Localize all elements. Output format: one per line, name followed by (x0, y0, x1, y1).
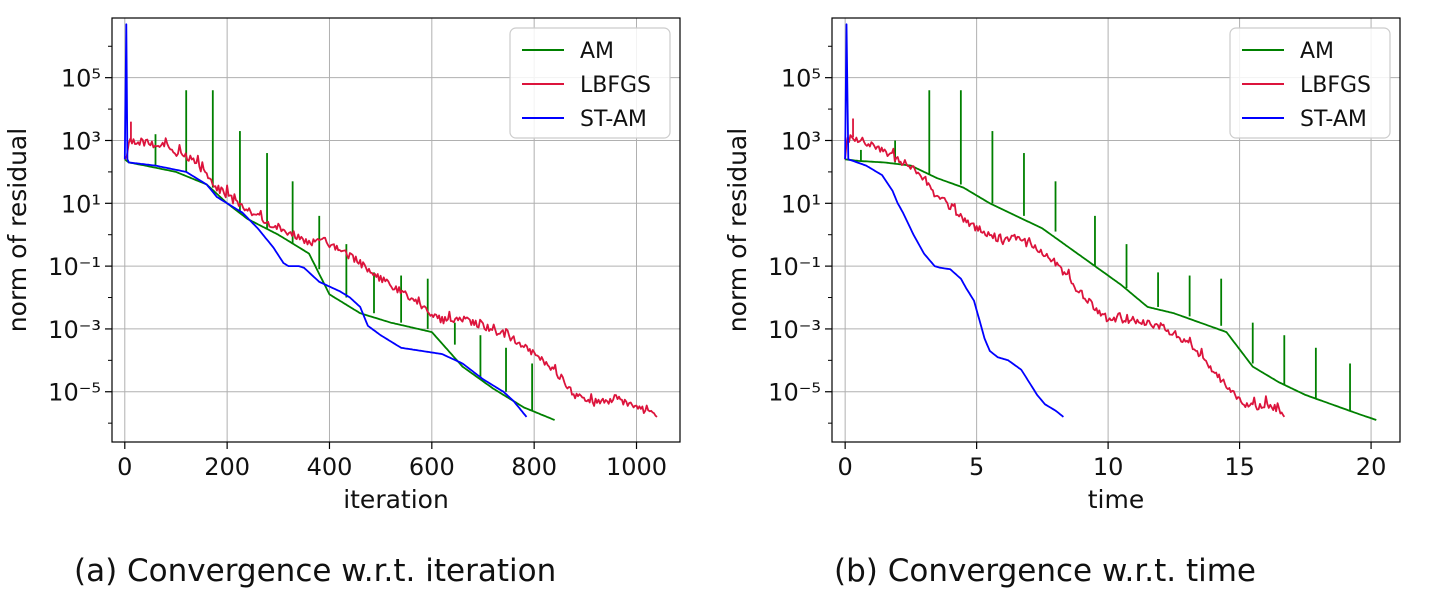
legend-label-lbfgs: LBFGS (1300, 73, 1371, 98)
x-tick-label-1: 5 (969, 453, 984, 481)
series-line-st-am (123, 23, 528, 418)
caption-iteration: (a) Convergence w.r.t. iteration (74, 553, 557, 589)
chart-panel-time: 0 5 10 15 20 10⁻⁵ 10⁻³ 10⁻¹ 10¹ 10³ 10⁵ time norm of… (720, 0, 1440, 614)
x-tick-label-1: 200 (204, 453, 250, 481)
y-tick-label-0: 10⁻⁵ (48, 379, 101, 407)
x-tick-label-2: 400 (307, 453, 353, 481)
legend-box (509, 27, 671, 139)
chart-panel-iteration: 0 200 400 600 800 1000 10⁻⁵ 10⁻³ 10⁻¹ 10¹ 10³ 10⁵ it… (3, 17, 681, 589)
x-axis-label: iteration (343, 485, 449, 514)
x-tick-label-3: 15 (1224, 453, 1255, 481)
legend-label-am: AM (1300, 39, 1334, 64)
legend-label-st-am: ST-AM (580, 107, 647, 132)
series-line-lbfgs (124, 137, 658, 418)
y-tick-label-5: 10⁵ (61, 65, 101, 93)
y-tick-label-1: 10⁻³ (768, 316, 821, 344)
x-tick-label-4: 20 (1356, 453, 1387, 481)
y-tick-label-1: 10⁻³ (48, 316, 101, 344)
chart-time: 0 5 10 15 20 10⁻⁵ 10⁻³ 10⁻¹ 10¹ 10³ 10⁵ time norm of… (723, 17, 1401, 514)
legend-box (1229, 27, 1391, 139)
x-tick-label-4: 800 (511, 453, 557, 481)
caption-time: (b) Convergence w.r.t. time (834, 553, 1256, 589)
y-tick-label-2: 10⁻¹ (48, 253, 101, 281)
y-axis-label: norm of residual (3, 128, 32, 332)
y-tick-label-2: 10⁻¹ (768, 253, 821, 281)
series-group (844, 23, 1377, 421)
series-line-am (844, 158, 1377, 421)
y-tick-label-4: 10³ (61, 127, 101, 155)
plot-frame (831, 17, 1401, 443)
y-tick-label-3: 10¹ (781, 190, 821, 218)
x-axis-label: time (1088, 485, 1144, 514)
series-line-am (124, 158, 555, 421)
y-tick-label-0: 10⁻⁵ (768, 379, 821, 407)
series-line-st-am (844, 23, 1064, 418)
x-tick-label-5: 1000 (606, 453, 667, 481)
y-tick-label-5: 10⁵ (781, 65, 821, 93)
legend-label-am: AM (580, 39, 614, 64)
series-line-lbfgs (844, 134, 1286, 418)
y-tick-label-3: 10¹ (61, 190, 101, 218)
legend-label-st-am: ST-AM (1300, 107, 1367, 132)
x-tick-label-0: 0 (117, 453, 132, 481)
plot-frame (111, 17, 681, 443)
x-tick-label-0: 0 (838, 453, 853, 481)
y-tick-label-4: 10³ (781, 127, 821, 155)
legend-label-lbfgs: LBFGS (580, 73, 651, 98)
chart-iteration: 0 200 400 600 800 1000 10⁻⁵ 10⁻³ 10⁻¹ 10¹ 10³ 10⁵ it… (3, 17, 681, 514)
y-axis-label: norm of residual (723, 128, 752, 332)
x-tick-label-2: 10 (1093, 453, 1124, 481)
series-group (123, 23, 658, 421)
x-tick-label-3: 600 (409, 453, 455, 481)
